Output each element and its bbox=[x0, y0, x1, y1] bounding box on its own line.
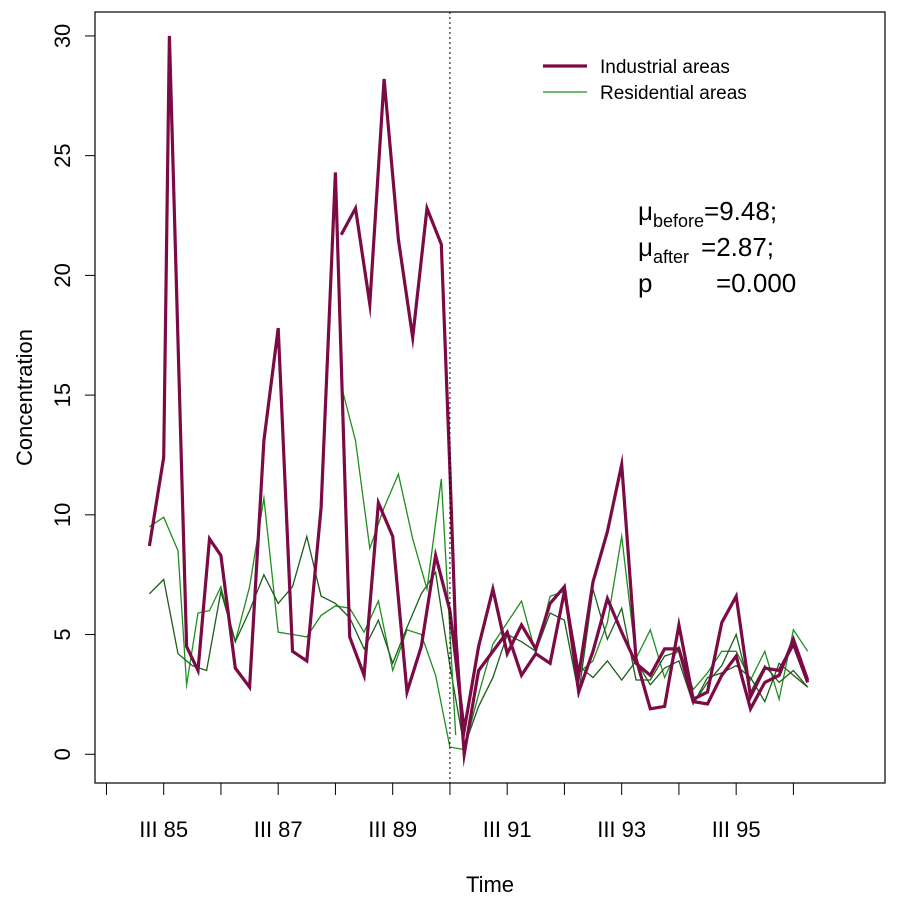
legend-label-residential: Residential areas bbox=[600, 83, 747, 104]
x-tick-label: III 85 bbox=[139, 817, 188, 842]
stats-annotation: μbefore=9.48; μafter =2.87; p =0.000 bbox=[638, 196, 796, 298]
before-subscript: before bbox=[653, 211, 704, 231]
x-tick-label: III 87 bbox=[254, 817, 303, 842]
mu-symbol: μ bbox=[638, 196, 653, 226]
plot-frame bbox=[94, 11, 886, 784]
mu-symbol: μ bbox=[638, 232, 653, 262]
annotation-mean-before: μbefore=9.48; bbox=[638, 196, 777, 231]
y-tick-label: 25 bbox=[50, 143, 75, 167]
after-value: =2.87; bbox=[701, 232, 774, 262]
y-tick-label: 20 bbox=[50, 263, 75, 287]
y-axis-label: Concentration bbox=[12, 329, 37, 466]
y-tick-label: 0 bbox=[50, 748, 75, 760]
y-tick-label: 30 bbox=[50, 24, 75, 48]
x-tick-label: III 91 bbox=[483, 817, 532, 842]
y-tick-label: 15 bbox=[50, 383, 75, 407]
series-industrial-line bbox=[339, 78, 810, 768]
x-axis-label: Time bbox=[466, 872, 514, 897]
legend-label-industrial: Industrial areas bbox=[600, 57, 730, 78]
y-tick-label: 10 bbox=[50, 503, 75, 527]
legend: Industrial areas Residential areas bbox=[543, 57, 747, 104]
y-tick-label: 5 bbox=[50, 628, 75, 640]
series-residential-line bbox=[340, 385, 457, 736]
before-value: =9.48; bbox=[704, 196, 777, 226]
x-tick-label: III 93 bbox=[597, 817, 646, 842]
p-label: p bbox=[638, 268, 652, 298]
annotation-p-value: p =0.000 bbox=[638, 268, 796, 298]
after-subscript: after bbox=[653, 247, 689, 267]
series-layer bbox=[147, 35, 810, 768]
series-residential-line bbox=[149, 493, 809, 751]
annotation-mean-after: μafter =2.87; bbox=[638, 232, 774, 267]
p-value: =0.000 bbox=[716, 268, 796, 298]
y-axis: 0 5 10 15 20 25 30 bbox=[50, 24, 95, 760]
series-residential-line bbox=[578, 659, 809, 706]
x-tick-label: III 89 bbox=[368, 817, 417, 842]
x-tick-label: III 95 bbox=[712, 817, 761, 842]
series-industrial-line bbox=[147, 35, 810, 742]
x-axis: III 85 III 87 III 89 III 91 III 93 III 95 bbox=[105, 783, 794, 842]
